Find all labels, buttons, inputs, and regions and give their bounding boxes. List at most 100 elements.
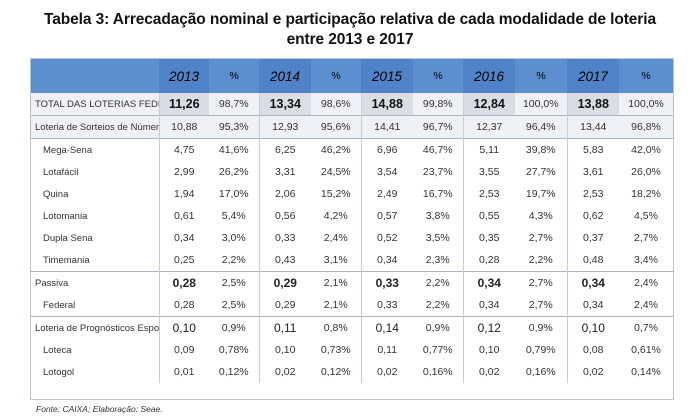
table-title: Tabela 3: Arrecadação nominal e particip… — [0, 10, 700, 50]
percent-cell: 0,9% — [209, 316, 259, 339]
value-cell: 1,94 — [158, 183, 209, 205]
percent-cell: 2,7% — [528, 232, 553, 244]
row-label: Mega-Sena — [31, 138, 159, 161]
value-cell: 13,34 — [258, 93, 311, 116]
value-cell: 0,55 — [462, 205, 515, 227]
source-note: Fonte: CAIXA; Elaboração: Seae. — [36, 404, 163, 414]
value-cell: 13,44 — [566, 115, 619, 139]
value-cell: 0,28 — [462, 249, 515, 272]
percent-cell: 5,4% — [221, 210, 246, 222]
table-row: Timemania 0,25 2,2% 0,43 3,1% 0,34 2,3% 0,28 2,2… — [31, 249, 673, 272]
value-cell: 0,33 — [360, 271, 413, 294]
percent-cell: 41,6% — [209, 138, 259, 161]
percent-cell: 2,1% — [323, 299, 348, 311]
percent-cell: 0,8% — [311, 316, 361, 339]
header-pct: % — [311, 59, 361, 93]
percent-cell: 2,7% — [515, 271, 567, 294]
header-pct: % — [209, 59, 259, 93]
value-cell: 0,14 — [360, 316, 413, 339]
percent-cell: 0,61% — [631, 344, 661, 356]
value-cell: 2,99 — [158, 161, 209, 183]
row-label: Lotafácil — [43, 166, 79, 178]
percent-cell: 2,2% — [221, 254, 246, 266]
percent-cell: 2,2% — [425, 299, 450, 311]
header-pct: % — [413, 59, 463, 93]
row-label: Passiva — [31, 271, 159, 294]
percent-cell: 0,79% — [525, 344, 556, 356]
percent-cell: 2,7% — [528, 299, 553, 311]
percent-cell: 42,0% — [619, 138, 673, 161]
value-cell: 0,10 — [566, 316, 619, 339]
value-cell: 0,29 — [258, 294, 311, 317]
value-cell: 0,02 — [258, 361, 311, 383]
header-row: 2013 % 2014 % 2015 % 2016 % 2017 % — [31, 59, 673, 93]
value-cell: 0,48 — [566, 249, 619, 272]
value-cell: 0,56 — [258, 205, 311, 227]
percent-cell: 3,5% — [425, 232, 450, 244]
table-row: Passiva 0,28 2,5% 0,29 2,1% 0,33 2,2% 0,34 2,7% 0… — [31, 271, 673, 294]
table-row: Mega-Sena 4,75 41,6% 6,25 46,2% 6,96 46,7% 5,11… — [31, 138, 673, 161]
percent-cell: 95,3% — [209, 115, 259, 139]
table-title-line-1: Tabela 3: Arrecadação nominal e particip… — [44, 11, 656, 28]
percent-cell: 99,8% — [413, 93, 463, 116]
value-cell: 0,33 — [360, 294, 413, 317]
percent-cell: 46,2% — [311, 138, 361, 161]
value-cell: 0,34 — [566, 294, 619, 317]
value-cell: 10,88 — [158, 115, 209, 139]
value-cell: 0,62 — [566, 205, 619, 227]
value-cell: 0,35 — [462, 227, 515, 249]
value-cell: 3,55 — [462, 161, 515, 183]
value-cell: 6,96 — [360, 138, 413, 161]
value-cell: 0,10 — [462, 339, 515, 361]
value-cell: 0,34 — [462, 294, 515, 317]
percent-cell: 98,6% — [311, 93, 361, 116]
value-cell: 14,41 — [360, 115, 413, 139]
header-year: 2015 — [361, 59, 413, 93]
percent-cell: 4,5% — [634, 210, 658, 222]
row-label: Loteca — [43, 344, 72, 356]
percent-cell: 0,9% — [515, 316, 567, 339]
percent-cell: 100,0% — [619, 93, 673, 116]
header-year: 2017 — [567, 59, 619, 93]
row-label: Timemania — [43, 254, 90, 266]
value-cell: 12,84 — [462, 93, 515, 116]
percent-cell: 2,5% — [221, 299, 246, 311]
percent-cell: 2,2% — [528, 254, 553, 266]
percent-cell: 2,2% — [413, 271, 463, 294]
value-cell: 0,01 — [158, 361, 209, 383]
percent-cell: 3,8% — [425, 210, 450, 222]
value-cell: 0,34 — [360, 249, 413, 272]
value-cell: 0,10 — [158, 316, 209, 339]
value-cell: 2,06 — [258, 183, 311, 205]
percent-cell: 2,3% — [425, 254, 450, 266]
header-label-cell — [31, 59, 159, 93]
value-cell: 14,88 — [360, 93, 413, 116]
value-cell: 6,25 — [258, 138, 311, 161]
value-cell: 0,25 — [158, 249, 209, 272]
value-cell: 13,88 — [566, 93, 619, 116]
value-cell: 12,37 — [462, 115, 515, 139]
table-row: Loteria de Sorteios de Números 10,88 95,3%… — [31, 115, 673, 139]
header-year: 2014 — [259, 59, 311, 93]
percent-cell: 26,2% — [218, 166, 249, 178]
percent-cell: 24,5% — [320, 166, 351, 178]
value-cell: 0,33 — [258, 227, 311, 249]
percent-cell: 96,7% — [413, 115, 463, 139]
percent-cell: 0,16% — [525, 366, 556, 378]
value-cell: 0,34 — [462, 271, 515, 294]
row-label: Loteria de Prognósticos Esportivos — [31, 316, 159, 339]
value-cell: 2,49 — [360, 183, 413, 205]
value-cell: 0,02 — [566, 361, 619, 383]
percent-cell: 23,7% — [422, 166, 453, 178]
percent-cell: 100,0% — [515, 93, 567, 116]
value-cell: 2,53 — [462, 183, 515, 205]
value-cell: 0,09 — [158, 339, 209, 361]
percent-cell: 17,0% — [218, 188, 249, 200]
percent-cell: 0,7% — [619, 316, 673, 339]
value-cell: 3,61 — [566, 161, 619, 183]
percent-cell: 0,9% — [413, 316, 463, 339]
table-row: Dupla Sena 0,34 3,0% 0,33 2,4% 0,52 3,5% 0,35 2,… — [31, 227, 673, 249]
row-label: Quina — [43, 188, 69, 200]
percent-cell: 0,78% — [218, 344, 249, 356]
value-cell: 2,53 — [566, 183, 619, 205]
